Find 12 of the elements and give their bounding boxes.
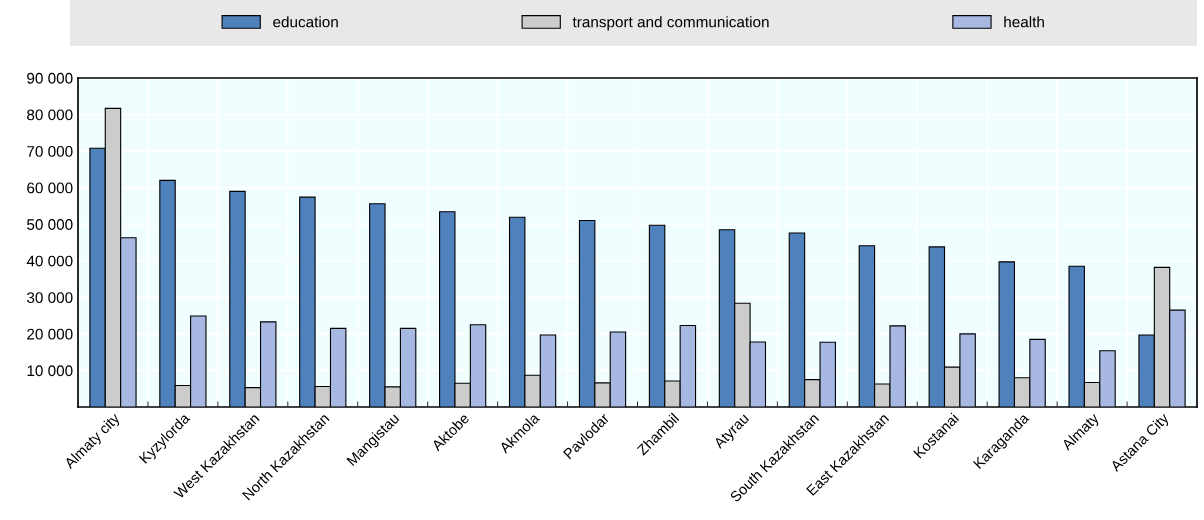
y-tick-label: 30 000 — [27, 292, 73, 304]
y-tick-label: 20 000 — [27, 328, 73, 340]
y-tick-label: 80 000 — [27, 109, 73, 121]
legend-label: transport and communication — [572, 16, 769, 31]
y-tick-label: 50 000 — [27, 219, 73, 230]
legend-label: education — [273, 16, 338, 28]
y-tick-label: 70 000 — [27, 145, 73, 157]
y-tick-label: 90 000 — [27, 72, 73, 84]
y-tick-label: 10 000 — [27, 365, 73, 377]
y-tick-label: 40 000 — [26, 255, 73, 267]
y-tick-label: 60 000 — [27, 182, 73, 194]
legend-label: health — [1004, 16, 1044, 28]
